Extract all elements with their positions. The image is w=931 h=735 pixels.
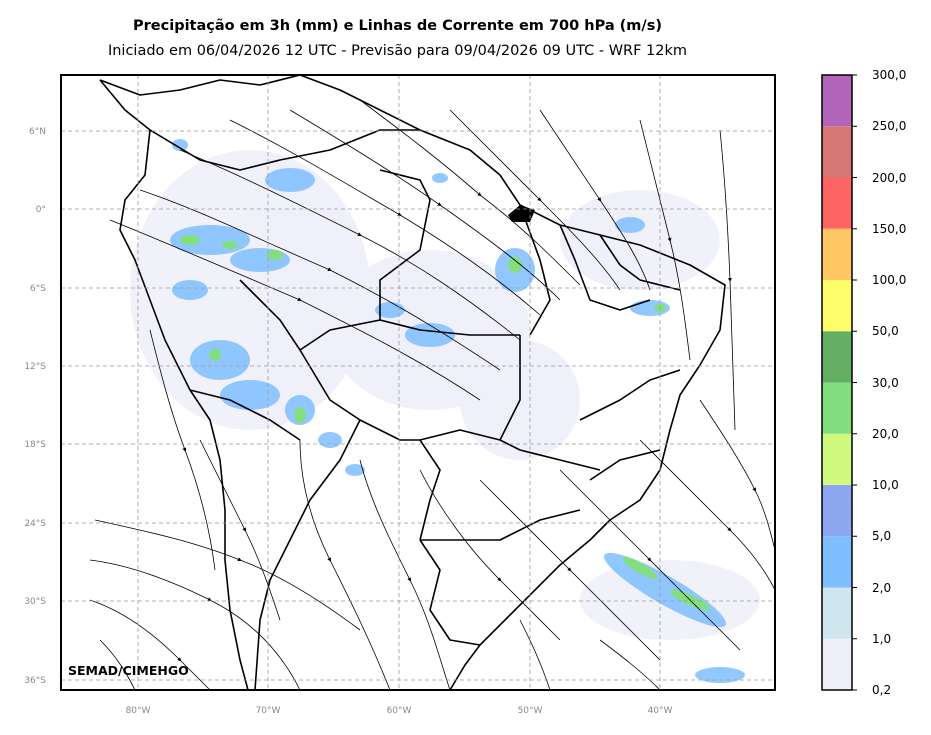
- colorbar-segment: [822, 433, 852, 485]
- colorbar-label: 2,0: [872, 580, 892, 595]
- lat-label: 24°S: [24, 519, 46, 529]
- colorbar-segment: [822, 331, 852, 383]
- colorbar-label: 20,0: [872, 426, 899, 441]
- lon-label: 80°W: [126, 706, 151, 716]
- map-frame: [60, 74, 776, 691]
- lat-label: 6°N: [29, 127, 46, 137]
- lat-label: 36°S: [24, 676, 46, 686]
- gridlines: [61, 75, 775, 690]
- colorbar-segment: [822, 75, 852, 127]
- boundaries: [99, 75, 726, 690]
- colorbar-label: 250,0: [872, 119, 907, 134]
- colorbar-segment: [822, 587, 852, 639]
- lat-label: 0°: [36, 205, 46, 215]
- colorbar-segment: [822, 228, 852, 280]
- lat-labels: 6°N 0° 6°S 12°S 18°S 24°S 30°S 36°S: [24, 127, 46, 686]
- colorbar-label: 10,0: [872, 478, 899, 492]
- colorbar-label: 300,0: [872, 68, 907, 82]
- colorbar-label: 0,2: [872, 683, 892, 697]
- colorbar-label: 200,0: [872, 170, 907, 185]
- lat-label: 18°S: [24, 440, 46, 450]
- lat-label: 30°S: [24, 597, 46, 607]
- colorbar-label: 5,0: [872, 529, 892, 544]
- lon-label: 70°W: [256, 706, 281, 716]
- map-area: [61, 75, 775, 690]
- colorbar-segment: [822, 536, 852, 588]
- colorbar-label: 1,0: [872, 631, 892, 646]
- colorbar: [821, 74, 857, 691]
- lon-label: 40°W: [648, 706, 673, 716]
- credit-label: SEMAD/CIMEHGO: [68, 663, 189, 678]
- chart-subtitle: Iniciado em 06/04/2026 12 UTC - Previsão…: [107, 43, 688, 59]
- colorbar-segment: [822, 126, 852, 178]
- lat-label: 12°S: [24, 362, 46, 372]
- colorbar-segment: [822, 382, 852, 434]
- colorbar-label: 150,0: [872, 221, 907, 236]
- lat-label: 6°S: [30, 284, 46, 294]
- colorbar-segment: [822, 177, 852, 229]
- streamlines: [89, 99, 775, 690]
- colorbar-label: 50,0: [872, 324, 899, 339]
- lon-label: 60°W: [387, 706, 412, 716]
- lon-labels: 80°W 70°W 60°W 50°W 40°W: [126, 706, 673, 716]
- lon-label: 50°W: [518, 706, 543, 716]
- amazon-delta: [508, 205, 535, 222]
- colorbar-label: 30,0: [872, 375, 899, 390]
- colorbar-segment: [822, 638, 852, 690]
- chart-title: Precipitação em 3h (mm) e Linhas de Corr…: [133, 18, 662, 34]
- colorbar-segment: [822, 280, 852, 332]
- colorbar-segment: [822, 485, 852, 537]
- colorbar-label: 100,0: [872, 273, 907, 287]
